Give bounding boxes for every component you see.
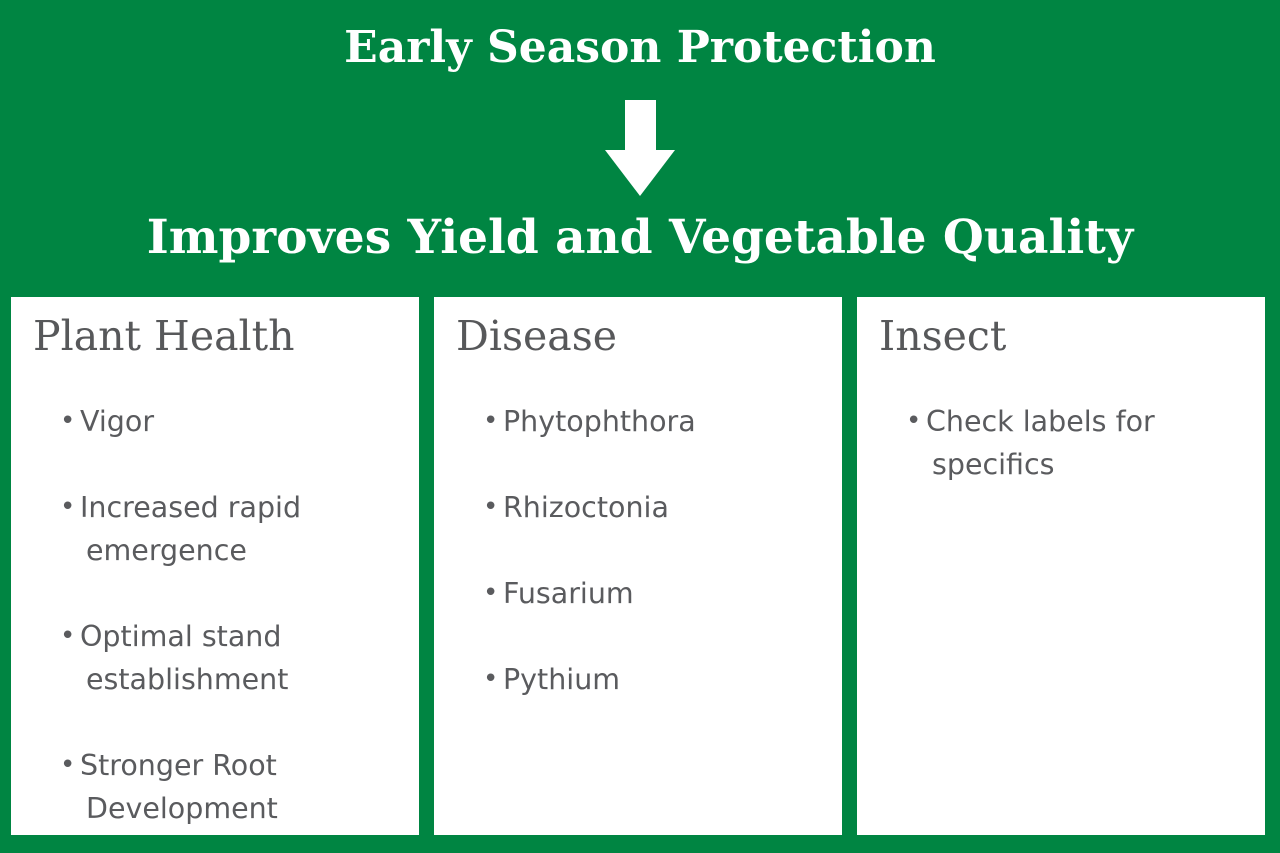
down-arrow-shaft — [624, 100, 656, 150]
panel-heading-disease: Disease — [456, 312, 618, 360]
panel-heading-insect: Insect — [879, 312, 1007, 360]
bullet-item: Pythium — [456, 658, 822, 701]
bullet-item: Phytophthora — [456, 400, 822, 443]
bullet-list-plant-health: Vigor Increased rapid emergence Optimal st… — [33, 400, 399, 830]
bullet-item: Check labels for specifics — [879, 400, 1245, 486]
slide-title: Early Season Protection — [344, 22, 936, 73]
bullet-item: Stronger Root Development — [33, 744, 399, 830]
slide-subtitle: Improves Yield and Vegetable Quality — [146, 210, 1134, 265]
bullet-item: Vigor — [33, 400, 399, 443]
panel-disease: Disease PhytophthoraRhizoctoniaFusariumP… — [434, 297, 842, 835]
bullet-list-insect: Check labels for specifics — [879, 400, 1245, 486]
header-section: Early Season Protection Improves Yield a… — [0, 0, 1280, 297]
bullet-list-disease: Phytophthora Rhizoctonia Fusarium Pythium — [456, 400, 822, 701]
down-arrow-icon — [605, 100, 675, 196]
bullet-item: Rhizoctonia — [456, 486, 822, 529]
down-arrow-head — [605, 150, 675, 196]
bullet-item: Fusarium — [456, 572, 822, 615]
panels-container: Plant Health Vigor Increased rapid emerge… — [11, 297, 1265, 835]
panel-heading-plant-health: Plant Health — [33, 312, 295, 360]
bullet-item: Increased rapid emergence — [33, 486, 399, 572]
bullet-item: Optimal stand establishment — [33, 615, 399, 701]
panel-plant-health: Plant Health Vigor Increased rapid emerge… — [11, 297, 419, 835]
panel-insect: Insect Check labels for specifics — [857, 297, 1265, 835]
